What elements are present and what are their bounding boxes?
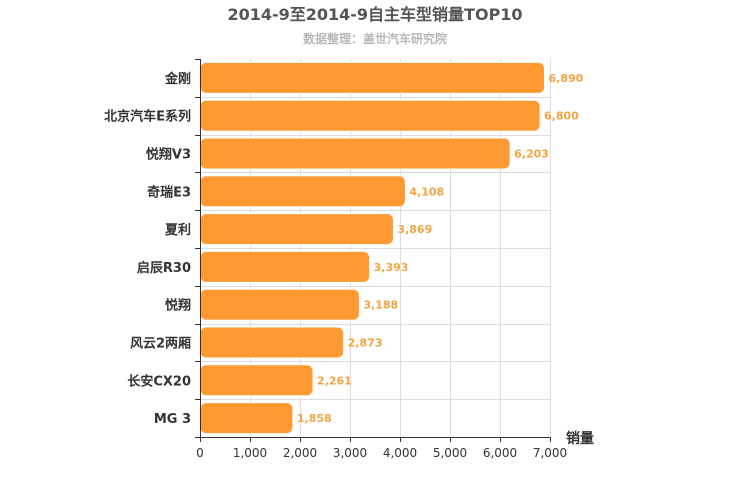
x-tick-label: 6,000: [483, 446, 517, 460]
bar[interactable]: [199, 175, 406, 208]
x-tick-label: 5,000: [433, 446, 467, 460]
value-label: 3,188: [363, 299, 398, 312]
x-axis-title: 销量: [566, 430, 594, 447]
category-label: 夏利: [164, 222, 191, 238]
bars: [199, 61, 545, 435]
category-label: 金刚: [164, 71, 191, 87]
x-tick-label: 7,000: [533, 446, 567, 460]
value-label: 4,108: [409, 185, 444, 198]
bar[interactable]: [199, 288, 360, 321]
value-label: 6,890: [549, 72, 584, 85]
value-label: 2,873: [348, 337, 383, 350]
chart-title: 2014-9至2014-9自主车型销量TOP10: [227, 5, 522, 24]
category-label: 悦翔: [165, 298, 191, 314]
labels: 金刚 6,890 北京汽车E系列 6,800 悦翔V3 6,203 奇瑞E3 4,108 夏利 3…: [104, 71, 584, 460]
value-label: 1,858: [297, 412, 332, 425]
x-tick-label: 1,000: [233, 446, 267, 460]
bar[interactable]: [199, 402, 294, 435]
value-label: 3,869: [397, 223, 432, 236]
x-tick-label: 0: [196, 446, 204, 460]
x-tick-label: 4,000: [383, 446, 417, 460]
bar[interactable]: [199, 99, 541, 132]
value-label: 6,203: [514, 148, 549, 161]
value-label: 2,261: [317, 374, 352, 387]
category-label: 北京汽车E系列: [104, 109, 191, 125]
x-tick-label: 3,000: [333, 446, 367, 460]
axes: [195, 59, 551, 442]
category-label: 风云2两厢: [130, 337, 191, 352]
value-label: 6,800: [544, 110, 579, 123]
category-label: MG 3: [154, 412, 191, 427]
bar[interactable]: [199, 250, 371, 283]
category-label: 悦翔V3: [146, 147, 191, 163]
category-label: 启辰R30: [137, 260, 191, 276]
x-tick-label: 2,000: [283, 446, 317, 460]
value-label: 3,393: [374, 261, 409, 274]
category-label: 长安CX20: [127, 373, 191, 389]
chart-subtitle: 数据整理：盖世汽车研究院: [303, 31, 447, 46]
bar[interactable]: [199, 364, 314, 397]
bar[interactable]: [199, 213, 394, 246]
bar[interactable]: [199, 61, 545, 94]
bar[interactable]: [199, 326, 345, 359]
category-label: 奇瑞E3: [147, 184, 191, 200]
bar[interactable]: [199, 137, 511, 170]
